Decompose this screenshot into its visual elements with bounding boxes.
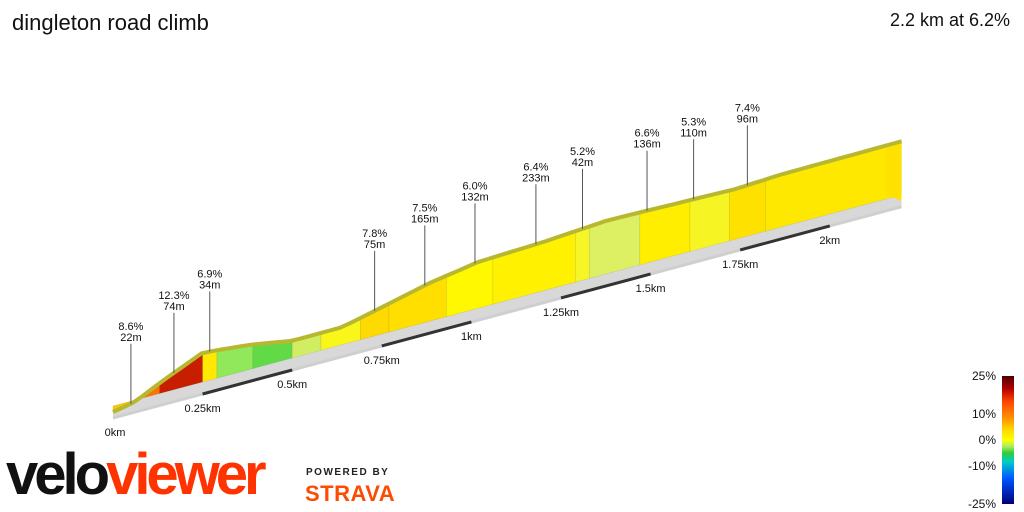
strava-logo: STRAVA	[305, 481, 396, 506]
annotation-grade: 6.4%	[523, 161, 548, 173]
annotation-grade: 12.3%	[158, 290, 189, 302]
legend-tick-label: 10%	[971, 407, 996, 422]
x-tick-label: 0km	[105, 427, 126, 439]
x-tick-label: 1.75km	[722, 259, 758, 271]
x-tick-label: 1km	[461, 331, 482, 343]
distance-band	[202, 368, 293, 396]
segment-annotations: 8.6%22m 12.3%74m 6.9%34m 7.8%75m 7.5%165m 6.0…	[118, 102, 760, 404]
annotation-length: 42m	[572, 157, 593, 169]
annotation-grade: 7.8%	[362, 228, 387, 240]
distance-axis: 0km 0.25km 0.5km 0.75km 1km 1.25km 1.5km 1.75km…	[105, 205, 902, 439]
annotation-length: 132m	[461, 191, 489, 203]
legend-tick-label: -10%	[967, 458, 996, 473]
x-tick-label: 0.5km	[277, 379, 307, 391]
gradient-legend: 25% 10% 0% -10% -25%	[968, 368, 1024, 512]
legend-tick-label: -25%	[967, 497, 996, 511]
annotation-length: 233m	[522, 172, 550, 184]
annotation-length: 75m	[364, 239, 385, 251]
annotation-grade: 5.3%	[681, 116, 706, 128]
x-tick-label: 2km	[819, 235, 840, 247]
distance-band	[560, 272, 651, 300]
profile-top-edge	[112, 139, 903, 414]
gradient-segment-4	[202, 349, 218, 383]
annotation-length: 165m	[411, 213, 439, 225]
annotation-length: 22m	[120, 332, 141, 344]
annotation-grade: 7.5%	[412, 202, 437, 214]
annotation-grade: 6.0%	[462, 180, 487, 192]
x-tick-label: 1.5km	[636, 283, 666, 295]
annotation-grade: 6.9%	[197, 269, 222, 281]
x-tick-label: 1.25km	[543, 307, 579, 319]
top-edge-line	[112, 139, 903, 414]
annotation-grade: 6.6%	[634, 128, 659, 140]
logo-viewer: viewer	[106, 442, 267, 507]
logo-velo: velo	[6, 442, 110, 507]
veloviewer-logo: veloviewer	[6, 446, 267, 504]
annotation-grade: 7.4%	[735, 102, 760, 114]
page-title: dingleton road climb	[12, 10, 209, 35]
x-tick-label: 0.75km	[364, 355, 400, 367]
annotation-length: 136m	[633, 139, 661, 151]
ground-strip	[113, 194, 902, 418]
annotation-length: 74m	[163, 301, 184, 313]
powered-by-label: POWERED BY	[306, 467, 390, 478]
annotation-length: 110m	[680, 127, 707, 139]
gradient-segment-13	[574, 225, 591, 283]
annotation-grade: 5.2%	[570, 146, 595, 158]
gradient-color-bar	[1002, 376, 1014, 504]
legend-tick-label: 25%	[971, 369, 996, 383]
distance-band	[739, 224, 831, 252]
x-tick-label: 0.25km	[185, 403, 221, 415]
legend-tick-label: 0%	[978, 433, 996, 447]
profile-base	[113, 194, 902, 418]
end-face	[885, 139, 902, 201]
gradient-segments	[112, 140, 902, 413]
profile-end-face	[885, 139, 902, 201]
distance-band	[381, 320, 472, 348]
annotation-length: 96m	[737, 113, 758, 125]
climb-summary: 2.2 km at 6.2%	[889, 10, 1010, 30]
annotation-length: 34m	[199, 280, 220, 292]
annotation-grade: 8.6%	[118, 321, 143, 333]
